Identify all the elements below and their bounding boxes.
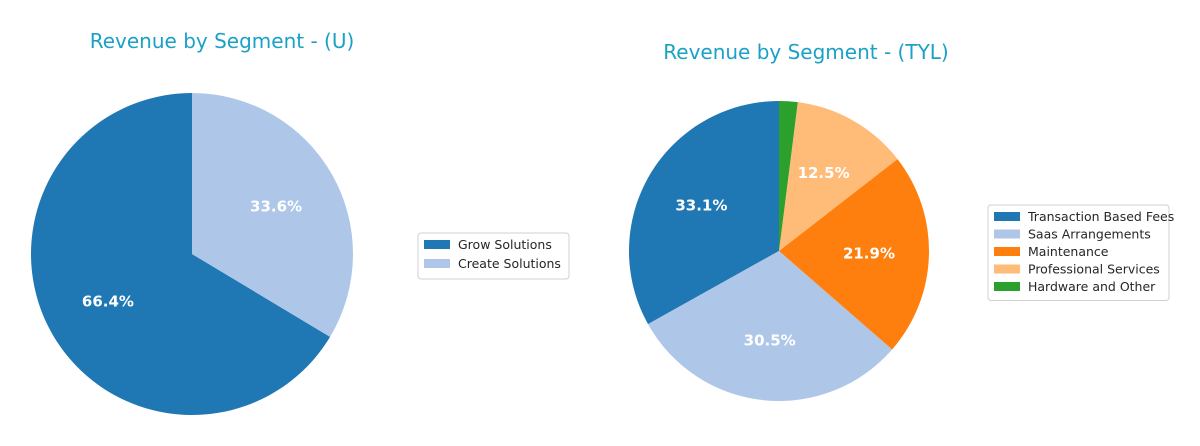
legend-label-professional-services: Professional Services [1028,262,1160,277]
pie-value-label-transaction-based-fees: 33.1% [675,196,727,214]
legend-frame [987,204,1170,301]
pie-slice-professional-services [779,102,898,251]
pie-value-label-grow-solutions: 66.4% [82,293,134,311]
chart-title-tyl: Revenue by Segment - (TYL) [663,40,948,64]
pie-chart-u: Revenue by Segment - (U) 66.4% 33.6% Grow… [31,29,570,416]
pie-slice-saas-arrangements [648,251,893,402]
legend-frame [417,232,570,280]
pie-value-label-maintenance: 21.9% [843,245,895,263]
legend-label-maintenance: Maintenance [1028,244,1109,259]
pie-value-labels-u: 66.4% 33.6% [82,197,302,310]
pie-chart-tyl: Revenue by Segment - (TYL) 33.1% 30.5% 21.… [629,40,1174,402]
legend-label-hardware-and-other: Hardware and Other [1028,279,1156,294]
pie-slice-create-solutions [192,93,354,337]
pie-slice-grow-solutions [31,93,331,416]
legend-tyl: Transaction Based Fees Saas Arrangements M… [987,204,1174,301]
legend-label-create-solutions: Create Solutions [458,256,561,271]
legend-swatch-create-solutions [424,259,450,268]
legend-swatch-maintenance [994,247,1020,256]
pie-value-label-saas-arrangements: 30.5% [744,332,796,350]
pie-value-label-create-solutions: 33.6% [250,197,302,215]
legend-label-grow-solutions: Grow Solutions [458,237,552,252]
legend-swatch-hardware-and-other [994,282,1020,291]
legend-swatch-grow-solutions [424,240,450,249]
pie-value-label-professional-services: 12.5% [798,164,850,182]
pie-slice-transaction-based-fees [629,101,779,325]
pie-slices-tyl [629,101,929,402]
pie-value-labels-tyl: 33.1% 30.5% 21.9% 12.5% [675,164,895,350]
legend-label-saas-arrangements: Saas Arrangements [1028,227,1151,242]
chart-title-u: Revenue by Segment - (U) [90,29,355,53]
legend-swatch-saas-arrangements [994,229,1020,239]
legend-u: Grow Solutions Create Solutions [417,232,570,280]
pie-slice-hardware-and-other [779,101,798,251]
legend-swatch-professional-services [994,264,1020,274]
pie-slices-u [31,93,354,416]
legend-label-transaction-based-fees: Transaction Based Fees [1027,209,1174,224]
pie-slice-maintenance [779,159,929,350]
legend-swatch-transaction-based-fees [994,212,1020,221]
